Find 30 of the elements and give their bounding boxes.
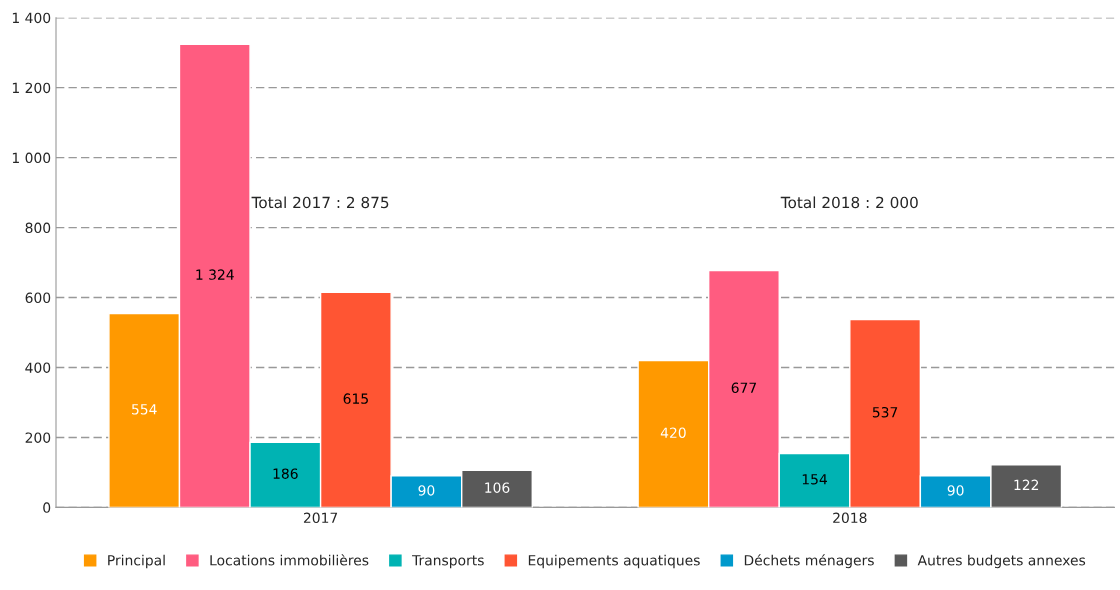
data-label: 537: [872, 407, 898, 418]
data-label: 122: [1014, 479, 1039, 490]
legend-label: Déchets ménagers: [744, 554, 874, 569]
legend-label: Locations immobilières: [210, 554, 369, 566]
data-label: 1 324: [196, 269, 234, 280]
annotation: Total 2017 : 2 875: [251, 196, 389, 209]
data-label: 90: [947, 485, 964, 496]
y-tick-label: 1 200: [12, 82, 51, 94]
y-tick-label: 200: [25, 432, 51, 443]
x-tick-label: 2018: [833, 512, 867, 524]
legend-label: Principal: [108, 554, 165, 569]
data-label: 420: [660, 427, 686, 438]
y-tick-label: 1 400: [12, 12, 51, 24]
y-tick-label: 400: [25, 362, 51, 373]
legend-label: Autres budgets annexes: [917, 554, 1086, 569]
data-label: 554: [132, 404, 157, 415]
data-label: 90: [418, 485, 435, 496]
data-label: 186: [273, 468, 298, 479]
data-label: 154: [802, 474, 827, 485]
y-tick-label: 0: [43, 502, 51, 513]
legend-label: Equipements aquatiques: [528, 554, 700, 569]
data-label: 106: [485, 482, 510, 493]
data-label: 677: [731, 382, 757, 394]
y-tick-label: 800: [25, 222, 51, 234]
data-label: 615: [343, 393, 368, 404]
y-tick-label: 600: [25, 292, 51, 303]
legend-label: Transports: [412, 555, 484, 569]
y-tick-label: 1 000: [12, 152, 51, 164]
annotation: Total 2018 : 2 000: [780, 196, 918, 209]
x-tick-label: 2017: [303, 512, 338, 524]
